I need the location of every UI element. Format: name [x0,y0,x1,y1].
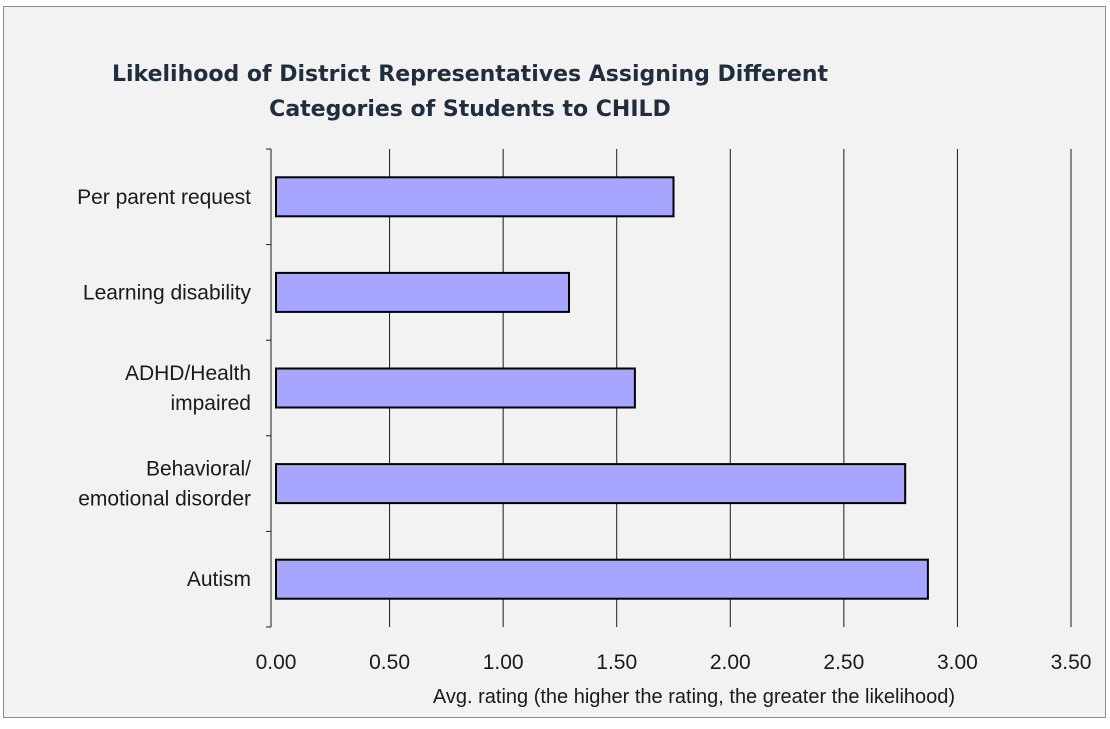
category-label: Autism [187,568,251,591]
x-tick-label: 0.00 [256,651,297,674]
category-label-line: ADHD/Health [125,362,251,385]
category-label: ADHD/Health impaired [125,362,251,415]
category-label-line: Behavioral/ [146,458,251,481]
category-label-line: Learning disability [83,281,252,304]
x-tick-label: 0.50 [369,651,410,674]
category-label: Per parent request [77,186,251,209]
bar-4 [275,463,907,505]
bar-3 [275,367,636,409]
x-tick-label: 1.00 [483,651,524,674]
x-tick-label: 1.50 [596,651,637,674]
category-label-line: impaired [170,392,251,415]
bar-2 [275,271,571,313]
x-tick-label: 3.00 [937,651,978,674]
x-tick-label: 2.50 [823,651,864,674]
category-label-line: Per parent request [77,186,251,209]
x-axis-title: Avg. rating (the higher the rating, the … [433,686,955,708]
bar-5 [275,558,929,600]
x-tick-label: 3.50 [1051,651,1092,674]
bar-1 [275,176,675,218]
category-label-line: Autism [187,568,251,591]
chart-title-line-1: Likelihood of District Representatives A… [111,62,829,87]
category-label: Learning disability [83,281,252,304]
x-tick-label: 2.00 [710,651,751,674]
chart-title: Likelihood of District Representatives A… [0,57,1110,127]
category-label-line: emotional disorder [78,488,251,511]
chart-title-line-2: Categories of Students to CHILD [269,97,671,122]
category-label: Behavioral/emotional disorder [78,458,251,511]
